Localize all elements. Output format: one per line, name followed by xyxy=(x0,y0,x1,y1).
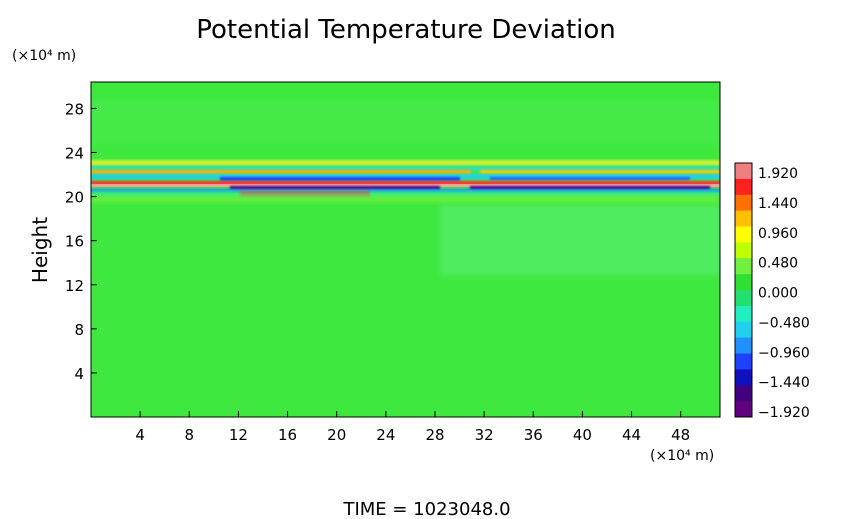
heatmap-band-purple-left xyxy=(230,186,440,190)
x-tick-label: 12 xyxy=(229,426,248,444)
heatmap-field xyxy=(91,82,720,417)
colorbar-label: −1.440 xyxy=(758,375,810,391)
heatmap-band-cyan-mid xyxy=(91,174,720,179)
x-ticks: 4 8 12 16 20 24 28 32 36 40 44 48 xyxy=(135,411,690,444)
y-tick-label: 12 xyxy=(65,277,84,295)
x-tick-label: 36 xyxy=(524,426,543,444)
colorbar-swatch xyxy=(735,163,752,180)
x-tick-label: 4 xyxy=(135,426,145,444)
colorbar-swatch xyxy=(735,194,752,212)
heatmap-band-pink xyxy=(91,184,720,187)
colorbar-swatch xyxy=(735,178,752,196)
x-tick-label: 44 xyxy=(622,426,641,444)
heatmap-band-upper-cyan xyxy=(91,166,720,171)
heatmap-band-upper-orange-left xyxy=(91,170,471,174)
heatmap-band-green-low xyxy=(91,196,720,202)
colorbar xyxy=(734,162,753,418)
heatmap-band-cyan-low xyxy=(91,192,720,196)
colorbar-label: 1.440 xyxy=(758,196,798,212)
y-tick-label: 24 xyxy=(65,145,84,163)
heatmap-band-blue-low xyxy=(91,189,720,192)
colorbar-label: 0.960 xyxy=(758,226,798,242)
x-tick-label: 40 xyxy=(573,426,592,444)
x-tick-label: 24 xyxy=(376,426,395,444)
colorbar-labels: 1.920 1.440 0.960 0.480 0.000 −0.480 −0.960 −1.… xyxy=(758,166,810,421)
colorbar-swatch xyxy=(735,305,752,323)
colorbar-swatch xyxy=(735,210,752,227)
x-tick-label: 48 xyxy=(671,426,690,444)
y-tick-label: 28 xyxy=(65,100,84,118)
plot-frame xyxy=(90,81,721,418)
x-tick-label: 32 xyxy=(475,426,494,444)
y-axis-label: Height xyxy=(28,217,52,283)
x-tick-label: 8 xyxy=(185,426,195,444)
heatmap-region-light xyxy=(440,205,720,275)
y-tick-label: 16 xyxy=(65,233,84,251)
heatmap-region-light-2 xyxy=(91,100,720,145)
colorbar-swatch xyxy=(735,242,752,259)
heatmap-band-purple-right xyxy=(470,186,710,190)
colorbar-label: 1.920 xyxy=(758,166,798,182)
colorbar-label: −1.920 xyxy=(758,405,810,421)
colorbar-label: 0.480 xyxy=(758,256,798,272)
colorbar-swatch xyxy=(735,258,752,275)
colorbar-swatch xyxy=(735,401,752,418)
colorbar-frame xyxy=(734,162,753,418)
colorbar-swatch xyxy=(735,353,752,370)
colorbar-swatch xyxy=(735,226,752,243)
colorbar-swatch xyxy=(735,337,752,354)
y-unit-label: (×10⁴ m) xyxy=(12,48,76,64)
x-tick-label: 16 xyxy=(278,426,297,444)
heatmap-band-blue-right xyxy=(490,177,690,180)
y-tick-label: 8 xyxy=(74,321,84,339)
y-tick-label: 4 xyxy=(74,365,84,383)
heatmap-band-blue-left xyxy=(220,177,460,181)
heatmap-band-upper-orange-right xyxy=(480,170,720,174)
x-unit-label: (×10⁴ m) xyxy=(650,448,714,464)
chart-title: Potential Temperature Deviation xyxy=(196,15,616,45)
y-ticks: 4 8 12 16 20 24 28 xyxy=(65,100,97,383)
heatmap-band-upper-yellow xyxy=(91,160,720,166)
y-tick-label: 20 xyxy=(65,189,84,207)
colorbar-swatch xyxy=(735,290,752,307)
x-tick-label: 28 xyxy=(425,426,444,444)
heatmap-band-red xyxy=(91,181,720,185)
colorbar-label: 0.000 xyxy=(758,286,798,302)
x-tick-label: 20 xyxy=(327,426,346,444)
colorbar-label: −0.480 xyxy=(758,315,810,331)
colorbar-swatch xyxy=(735,385,752,402)
colorbar-swatch xyxy=(735,274,752,291)
time-footer: TIME = 1023048.0 xyxy=(342,499,510,519)
colorbar-swatch xyxy=(735,369,752,386)
colorbar-swatch xyxy=(735,321,752,339)
colorbar-label: −0.960 xyxy=(758,345,810,361)
